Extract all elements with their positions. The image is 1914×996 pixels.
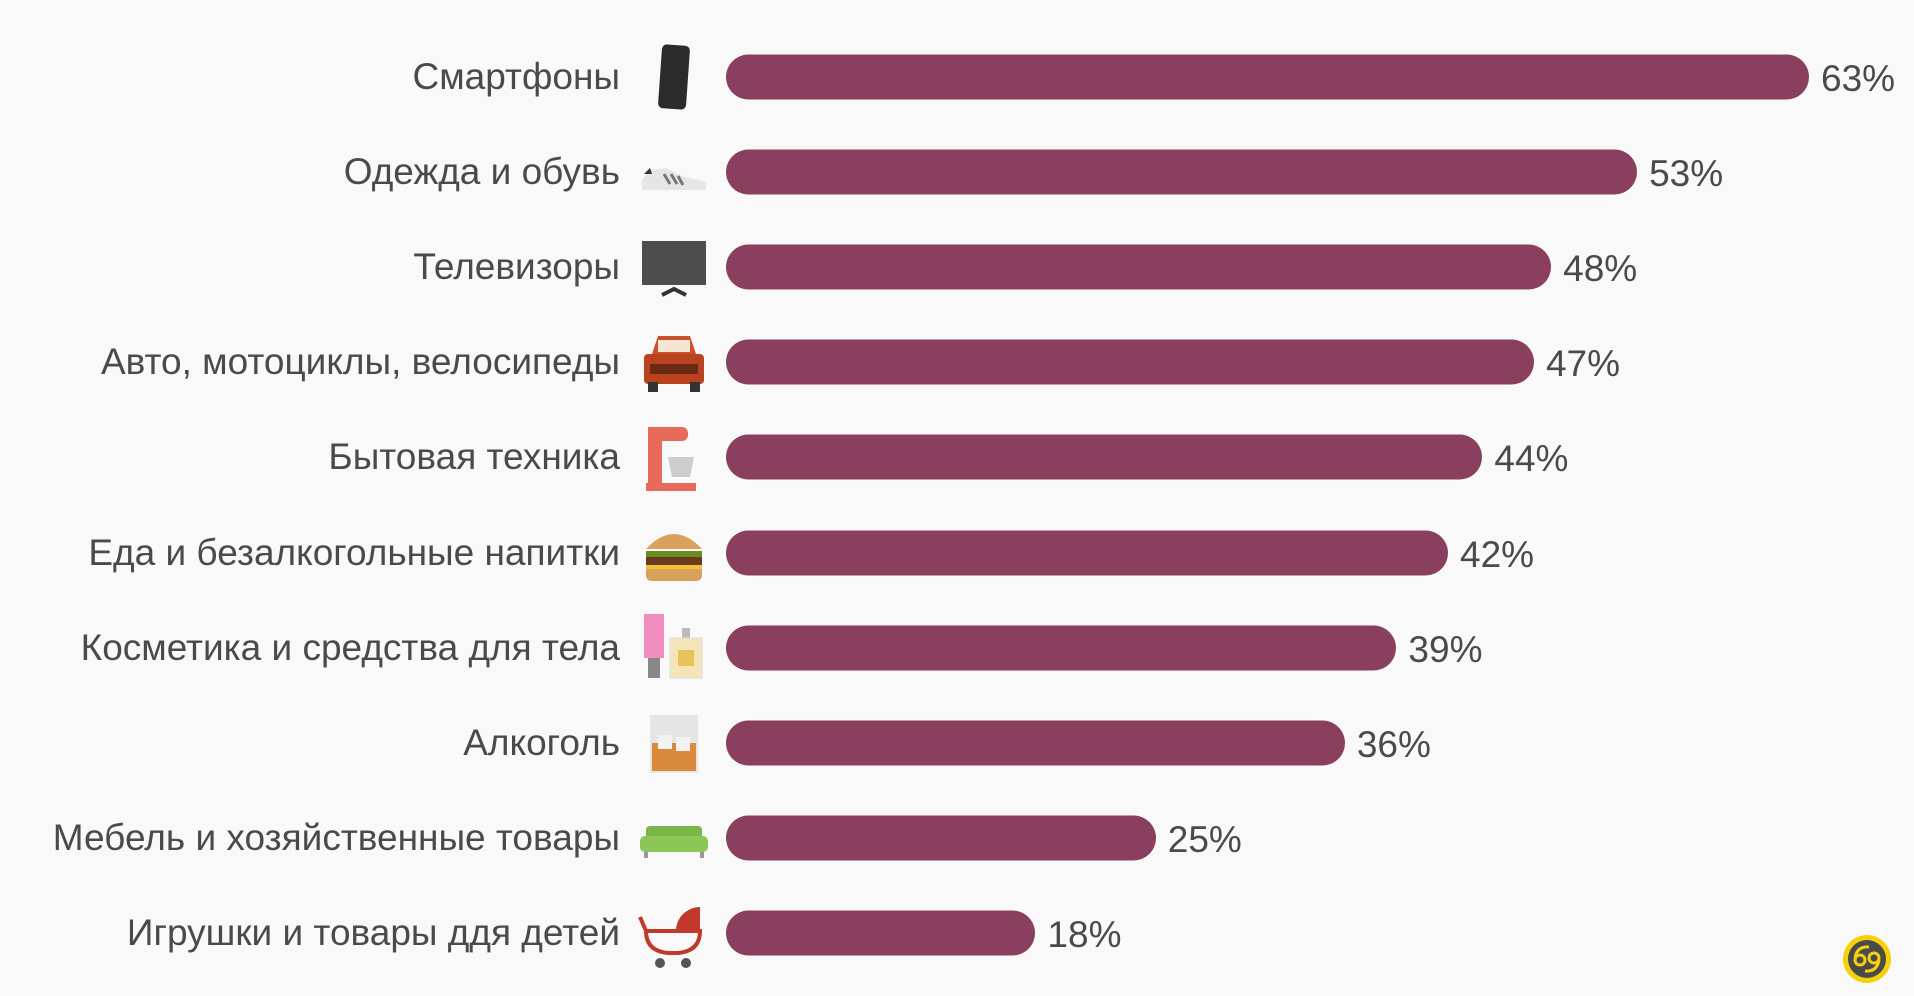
category-label: Одежда и обувь — [343, 151, 620, 193]
stroller-icon — [638, 906, 703, 968]
brand-logo-icon — [1843, 935, 1891, 983]
category-label: Игрушки и товары ддя детей — [126, 911, 620, 953]
whiskey-glass-icon — [650, 714, 698, 773]
burger-icon — [646, 533, 702, 581]
value-label: 53% — [1649, 153, 1724, 195]
smartphone-icon — [658, 44, 690, 110]
bar-row: Алкоголь 36% — [0, 713, 1914, 773]
bar — [726, 815, 1156, 861]
bar — [726, 244, 1552, 290]
bar-row: Смартфоны 63% — [0, 44, 1914, 110]
category-label: Бытовая техника — [328, 436, 620, 478]
value-label: 25% — [1167, 818, 1242, 860]
value-label: 36% — [1356, 723, 1431, 765]
bar — [726, 625, 1397, 671]
bar-row: Телевизоры 48% — [0, 237, 1914, 297]
bar-row: Игрушки и товары ддя детей 18% — [0, 903, 1914, 968]
value-label: 44% — [1494, 438, 1569, 480]
category-label: Смартфоны — [412, 56, 621, 97]
bar — [726, 54, 1809, 100]
bar — [726, 530, 1448, 575]
category-label: Косметика и средства для тела — [80, 626, 620, 668]
tv-icon — [642, 241, 706, 297]
bar-row: Мебель и хозяйственные товары 25% — [0, 808, 1914, 868]
bar — [726, 720, 1345, 766]
category-label: Телевизоры — [413, 246, 620, 288]
bar-row: Авто, мотоциклы, велосипеды 47% — [0, 332, 1914, 393]
mixer-icon — [646, 427, 696, 492]
category-label: Еда и безалкогольные напитки — [88, 531, 620, 573]
bar — [726, 339, 1534, 385]
bar-row: Косметика и средства для тела 39% — [0, 613, 1914, 679]
sneaker-icon — [642, 168, 706, 191]
category-label: Мебель и хозяйственные товары — [52, 816, 620, 858]
value-label: 63% — [1821, 58, 1896, 100]
category-label: Алкоголь — [463, 721, 620, 763]
bar-row: Бытовая техника 44% — [0, 427, 1914, 492]
value-label: 18% — [1047, 913, 1122, 955]
value-label: 48% — [1563, 248, 1638, 290]
bar — [726, 149, 1638, 195]
bar-row: Одежда и обувь 53% — [0, 142, 1914, 202]
value-label: 47% — [1545, 343, 1620, 385]
bar-row: Еда и безалкогольные напитки 42% — [0, 523, 1914, 583]
value-label: 42% — [1460, 533, 1535, 575]
car-icon — [644, 336, 704, 393]
value-label: 39% — [1408, 628, 1483, 670]
category-label: Авто, мотоциклы, велосипеды — [100, 341, 620, 383]
sofa-icon — [640, 825, 708, 858]
bar — [726, 434, 1483, 480]
cosmetics-icon — [644, 613, 703, 679]
bar — [726, 910, 1036, 956]
